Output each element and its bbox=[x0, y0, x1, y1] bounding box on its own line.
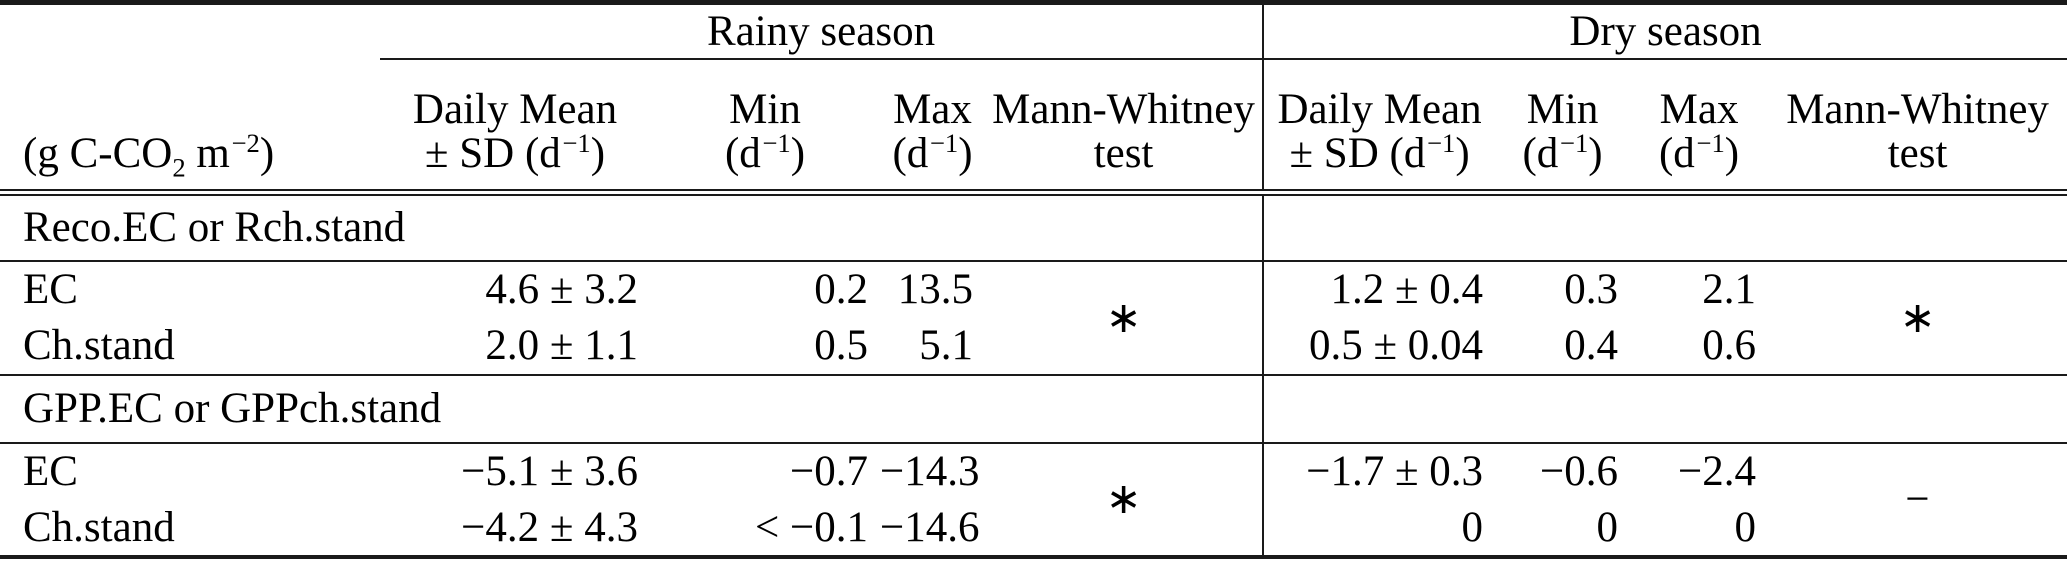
row-label: EC bbox=[23, 448, 78, 495]
col-header-line2: (d−1) bbox=[1522, 127, 1603, 178]
value-rainy-min: < −0.1 bbox=[650, 499, 880, 558]
col-header-line2: (d−1) bbox=[892, 127, 973, 178]
col-header-line2: (d−1) bbox=[1658, 127, 1740, 178]
section-row-gpp: GPP.EC or GPPch.stand bbox=[0, 374, 2067, 444]
mann-whitney-result-dry: − bbox=[1768, 442, 2067, 558]
row-label: EC bbox=[23, 266, 78, 313]
col-header-max-dry: Max (d−1) bbox=[1630, 58, 1769, 196]
unit-text-end: ) bbox=[259, 130, 275, 178]
col-header-line1: Mann-Whitney bbox=[1786, 85, 2049, 133]
col-header-line2: test bbox=[1887, 130, 1948, 178]
col-header-max-rainy: Max (d−1) bbox=[880, 58, 985, 196]
mann-whitney-result-dry: ∗ bbox=[1768, 260, 2067, 376]
header-corner-cell bbox=[0, 3, 380, 59]
table-row-reco-ec: EC 4.6 ± 3.2 0.2 13.5 ∗ 1.2 ± 0.4 0.3 2.… bbox=[0, 260, 2067, 376]
seasonal-flux-table: Rainy season Dry season (g C-CO2 m−2) Da… bbox=[0, 0, 2067, 559]
value-rainy-daily-mean: 2.0 ± 1.1 bbox=[380, 317, 650, 376]
unit-label: (g C-CO2 m−2) bbox=[0, 58, 380, 196]
value-rainy-max: 5.1 bbox=[880, 317, 985, 376]
value-dry-min: 0.4 bbox=[1495, 317, 1631, 376]
row-label: Ch.stand bbox=[0, 499, 380, 558]
col-header-min-rainy: Min (d−1) bbox=[650, 58, 880, 196]
value-rainy-min: −0.7 bbox=[789, 448, 868, 495]
value-dry-max: 0 bbox=[1630, 499, 1769, 558]
table-row-gpp-ec: EC −5.1 ± 3.6 −0.7 −14.3 ∗ −1.7 ± 0.3 −0… bbox=[0, 442, 2067, 558]
table-row-reco-chstand: Ch.stand 2.0 ± 1.1 0.5 5.1 0.5 ± 0.04 0.… bbox=[0, 317, 2067, 376]
value-dry-daily-mean: 0 bbox=[1262, 499, 1496, 558]
unit-superscript: −2 bbox=[231, 127, 260, 158]
col-header-daily-mean-rainy: Daily Mean ± SD (d−1) bbox=[380, 58, 650, 196]
value-dry-daily-mean: 0.5 ± 0.04 bbox=[1262, 317, 1496, 376]
col-header-line2: test bbox=[1093, 130, 1154, 178]
col-header-mann-whitney-dry: Mann-Whitney test bbox=[1768, 58, 2067, 196]
col-header-line1: Mann-Whitney bbox=[992, 85, 1255, 133]
section-title-gpp: GPP.EC or GPPch.stand bbox=[0, 374, 1264, 444]
value-rainy-min: 0.2 bbox=[814, 266, 868, 313]
value-dry-daily-mean: 1.2 ± 0.4 bbox=[1262, 260, 1496, 318]
col-header-line1: Max bbox=[1659, 85, 1739, 133]
value-dry-daily-mean: −1.7 ± 0.3 bbox=[1262, 442, 1496, 500]
unit-text: (g C-CO bbox=[23, 130, 173, 178]
value-rainy-max: −14.3 bbox=[880, 448, 980, 495]
unit-subscript: 2 bbox=[172, 152, 186, 183]
col-header-daily-mean-dry: Daily Mean ± SD (d−1) bbox=[1262, 58, 1496, 196]
row-label: Ch.stand bbox=[0, 317, 380, 376]
value-dry-max: 2.1 bbox=[1702, 266, 1757, 313]
section-row-gpp-dry-spacer bbox=[1262, 374, 2067, 444]
col-header-line1: Max bbox=[893, 85, 972, 133]
value-dry-max: −2.4 bbox=[1678, 448, 1757, 495]
value-dry-min: 0 bbox=[1495, 499, 1631, 558]
section-row-reco-dry-spacer bbox=[1262, 192, 2067, 262]
col-header-mann-whitney-rainy: Mann-Whitney test bbox=[985, 58, 1264, 196]
col-header-line2: ± SD (d−1) bbox=[1289, 127, 1470, 178]
season-header-rainy: Rainy season bbox=[380, 2, 1264, 60]
value-dry-min: −0.6 bbox=[1540, 448, 1619, 495]
col-header-line2: ± SD (d−1) bbox=[424, 127, 606, 178]
value-rainy-daily-mean: −4.2 ± 4.3 bbox=[380, 499, 650, 558]
mann-whitney-result-rainy: ∗ bbox=[985, 260, 1264, 376]
column-header-row: (g C-CO2 m−2) Daily Mean ± SD (d−1) Min … bbox=[0, 58, 2067, 196]
unit-text-mid: m bbox=[185, 130, 230, 178]
season-header-row: Rainy season Dry season bbox=[0, 2, 2067, 60]
value-rainy-max: −14.6 bbox=[880, 499, 985, 558]
col-header-line2: (d−1) bbox=[724, 127, 806, 178]
table-row-gpp-chstand: Ch.stand −4.2 ± 4.3 < −0.1 −14.6 0 0 0 bbox=[0, 499, 2067, 558]
col-header-min-dry: Min (d−1) bbox=[1495, 58, 1631, 196]
col-header-line1: Daily Mean bbox=[1277, 85, 1482, 133]
section-title-reco: Reco.EC or Rch.stand bbox=[0, 192, 1264, 262]
value-dry-min: 0.3 bbox=[1564, 266, 1619, 313]
value-rainy-max: 13.5 bbox=[897, 266, 973, 313]
value-rainy-daily-mean: 4.6 ± 3.2 bbox=[485, 266, 638, 313]
col-header-line1: Min bbox=[729, 85, 801, 133]
section-row-reco: Reco.EC or Rch.stand bbox=[0, 192, 2067, 262]
season-header-dry: Dry season bbox=[1262, 2, 2067, 60]
value-dry-max: 0.6 bbox=[1630, 317, 1769, 376]
value-rainy-min: 0.5 bbox=[650, 317, 880, 376]
mann-whitney-result-rainy: ∗ bbox=[985, 442, 1264, 558]
col-header-line1: Min bbox=[1526, 85, 1599, 133]
value-rainy-daily-mean: −5.1 ± 3.6 bbox=[461, 448, 638, 495]
col-header-line1: Daily Mean bbox=[412, 85, 618, 133]
